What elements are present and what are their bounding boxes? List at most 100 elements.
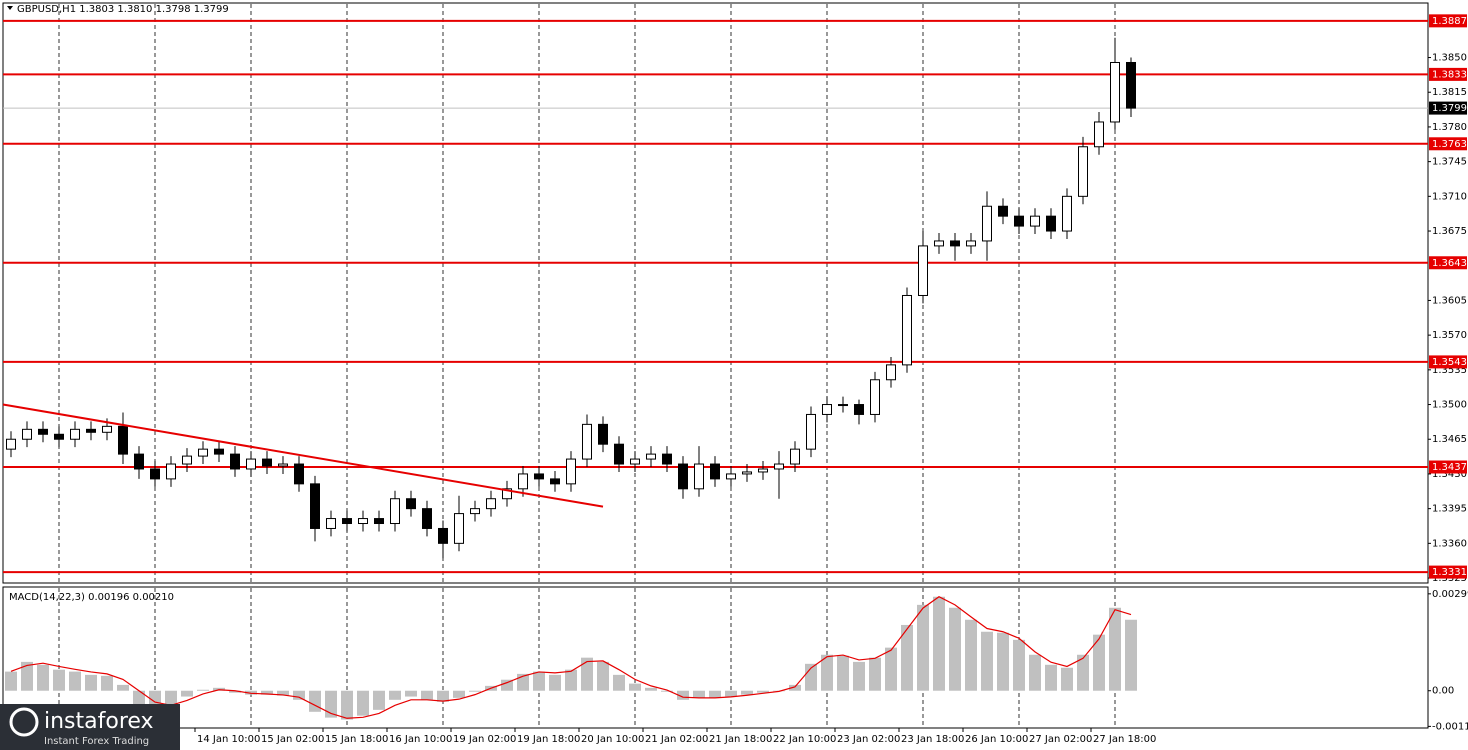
y-tick-label: 1.3360 <box>1432 538 1467 549</box>
macd-bar <box>885 647 897 691</box>
y-tick-label: 1.3850 <box>1432 53 1467 64</box>
macd-bar <box>1061 667 1073 691</box>
price-panel <box>2 2 1429 584</box>
macd-bar <box>949 607 961 691</box>
candle-body <box>806 413 816 450</box>
grid <box>58 4 1116 727</box>
candle-body <box>918 245 928 296</box>
candle-body <box>790 448 800 465</box>
candle-body <box>614 443 624 465</box>
candle-body <box>390 498 400 525</box>
macd-title: MACD(14,22,3) 0.00196 0.00210 <box>9 592 174 603</box>
macd-bar <box>917 604 929 691</box>
x-tick-label: 15 Jan 02:00 <box>261 734 324 745</box>
candle-body <box>662 453 672 465</box>
candle-body <box>6 438 16 450</box>
y-tick-label: 1.3675 <box>1432 226 1467 237</box>
candle-body <box>1062 195 1072 232</box>
macd-bar <box>5 671 17 691</box>
macd-bar <box>341 690 353 720</box>
macd-bar <box>805 663 817 691</box>
macd-bar <box>965 619 977 691</box>
macd-bar <box>181 690 193 697</box>
candle-body <box>134 453 144 470</box>
macd-bar <box>1045 664 1057 691</box>
candle-body <box>198 448 208 457</box>
logo-name: instaforex <box>44 709 154 734</box>
candle-body <box>982 205 992 242</box>
candle-body <box>534 473 544 480</box>
macd-bar <box>453 690 465 698</box>
candle-body <box>998 205 1008 217</box>
candle-body <box>870 379 880 415</box>
candle-body <box>1030 215 1040 227</box>
y-tick-label: 1.3500 <box>1432 400 1467 411</box>
candle-body <box>102 425 112 433</box>
macd-bar <box>565 669 577 691</box>
level-tag <box>1429 14 1467 28</box>
macd-bar <box>597 661 609 691</box>
macd-bar <box>373 690 385 710</box>
candle-body <box>342 518 352 525</box>
macd-bar <box>133 690 145 705</box>
candle-body <box>646 453 656 460</box>
macd-bar <box>869 657 881 691</box>
macd-bar <box>117 684 129 691</box>
candle-body <box>310 483 320 529</box>
candle-body <box>454 513 464 544</box>
candle-body <box>374 518 384 525</box>
candle-body <box>166 463 176 480</box>
candle-body <box>22 428 32 440</box>
macd-bar <box>389 690 401 700</box>
macd-bar <box>613 674 625 691</box>
macd-bar <box>165 690 177 706</box>
macd-bar <box>1093 634 1105 691</box>
candle-body <box>294 463 304 485</box>
y-tick-label: 1.3780 <box>1432 122 1467 133</box>
y-tick-label: 1.3815 <box>1432 87 1467 98</box>
x-tick-label: 23 Jan 18:00 <box>901 734 964 745</box>
level-tag <box>1429 460 1467 474</box>
signal-line <box>10 596 1132 719</box>
level-label: 1.3331 <box>1432 567 1467 578</box>
macd-bar <box>837 655 849 691</box>
macd-bar <box>1029 654 1041 691</box>
candle-body <box>838 404 848 407</box>
candle-body <box>230 453 240 470</box>
candle-body <box>502 488 512 500</box>
macd-panel <box>2 586 1429 729</box>
x-tick-label: 27 Jan 02:00 <box>1029 734 1092 745</box>
x-tick-label: 22 Jan 10:00 <box>773 734 836 745</box>
x-tick-label: 16 Jan 10:00 <box>389 734 452 745</box>
macd-bar <box>661 690 673 692</box>
x-tick-label: 15 Jan 18:00 <box>325 734 388 745</box>
candle-body <box>518 473 528 490</box>
y-tick-label: -0.0011 <box>1432 721 1468 732</box>
macd-bar <box>85 674 97 691</box>
macd-bar <box>501 679 513 691</box>
macd-bar <box>1077 654 1089 691</box>
level-label: 1.3833 <box>1432 69 1467 80</box>
candle-body <box>934 240 944 247</box>
x-tick-label: 14 Jan 10:00 <box>197 734 260 745</box>
candle-body <box>758 468 768 473</box>
level-label: 1.3437 <box>1432 462 1467 473</box>
candle-body <box>726 473 736 480</box>
level-tag <box>1429 565 1467 579</box>
macd-bar <box>933 596 945 691</box>
y-tick-label: 1.3710 <box>1432 191 1467 202</box>
candle-body <box>182 455 192 465</box>
x-tick-label: 21 Jan 18:00 <box>709 734 772 745</box>
candle-body <box>822 404 832 415</box>
candle-body <box>1094 121 1104 148</box>
x-tick-label: 19 Jan 02:00 <box>453 734 516 745</box>
x-tick-label: 27 Jan 18:00 <box>1093 734 1156 745</box>
candle-body <box>742 471 752 475</box>
candle-body <box>1078 146 1088 197</box>
candle-body <box>1110 61 1120 123</box>
menu-arrow <box>7 6 13 10</box>
macd-bar <box>821 654 833 691</box>
level-label: 1.3763 <box>1432 139 1467 150</box>
